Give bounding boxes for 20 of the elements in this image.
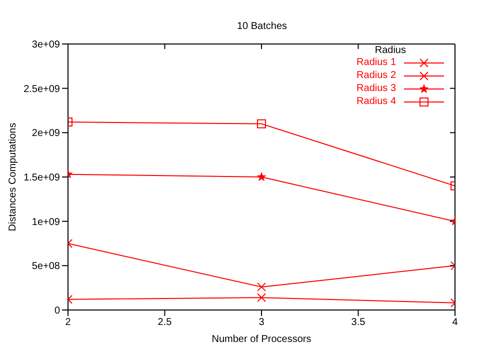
legend-label: Radius 1 <box>356 56 396 69</box>
x-tick-label: 2 <box>65 317 72 328</box>
y-tick-label: 1e+09 <box>32 216 60 228</box>
y-tick-label: 3e+09 <box>32 40 60 51</box>
y-tick-label: 1.5e+09 <box>24 172 60 184</box>
y-tick-label: 2.5e+09 <box>24 84 60 95</box>
legend-title: Radius <box>374 45 407 56</box>
x-axis-title: Number of Processors <box>212 334 312 345</box>
x-tick-label: 3.5 <box>351 317 366 328</box>
x-tick-label: 3 <box>258 317 265 328</box>
legend-label: Radius 3 <box>356 82 396 95</box>
y-tick-label: 5e+08 <box>32 261 60 272</box>
chart-title: 10 Batches <box>236 21 288 32</box>
y-tick-label: 0 <box>54 306 60 317</box>
y-tick-label: 2e+09 <box>32 128 60 140</box>
legend-label: Radius 2 <box>356 69 396 82</box>
y-axis-title: Distances Computations <box>8 122 19 232</box>
x-tick-label: 4 <box>452 317 458 328</box>
x-tick-label: 2.5 <box>158 317 172 328</box>
legend-label: Radius 4 <box>356 95 396 108</box>
